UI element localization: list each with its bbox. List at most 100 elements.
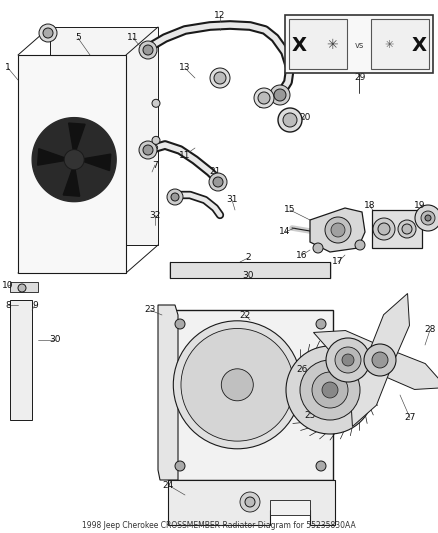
Text: 7: 7 [152, 160, 158, 169]
Bar [170, 262, 330, 278]
Circle shape [167, 189, 183, 205]
Circle shape [364, 344, 396, 376]
Text: 25: 25 [304, 410, 316, 419]
Circle shape [325, 217, 351, 243]
Text: 6: 6 [152, 143, 158, 152]
Circle shape [286, 346, 374, 434]
Text: 31: 31 [226, 196, 238, 205]
Text: 13: 13 [179, 63, 191, 72]
Circle shape [181, 328, 293, 441]
Circle shape [355, 240, 365, 250]
Text: 12: 12 [214, 11, 226, 20]
Text: 8: 8 [5, 301, 11, 310]
Bar [285, 15, 433, 73]
Bar [18, 55, 126, 273]
Text: 17: 17 [332, 257, 344, 266]
Text: 30: 30 [242, 271, 254, 279]
Text: 19: 19 [414, 200, 426, 209]
Circle shape [210, 68, 230, 88]
Circle shape [326, 338, 370, 382]
Circle shape [39, 24, 57, 42]
Circle shape [313, 243, 323, 253]
Polygon shape [50, 27, 158, 245]
Text: 26: 26 [297, 366, 307, 375]
Circle shape [421, 211, 435, 225]
Circle shape [278, 108, 302, 132]
Circle shape [258, 92, 270, 104]
Text: 27: 27 [404, 414, 416, 423]
Polygon shape [84, 154, 111, 171]
Circle shape [143, 145, 153, 155]
Text: 11: 11 [127, 34, 139, 43]
Polygon shape [69, 123, 85, 150]
Polygon shape [168, 480, 335, 525]
Text: 28: 28 [424, 326, 436, 335]
Text: 18: 18 [364, 200, 376, 209]
Polygon shape [310, 208, 365, 252]
Text: X: X [411, 36, 427, 55]
Text: 11: 11 [179, 150, 191, 159]
Text: 32: 32 [149, 211, 161, 220]
Text: X: X [292, 36, 307, 55]
Circle shape [274, 89, 286, 101]
Text: 2: 2 [245, 254, 251, 262]
Circle shape [322, 382, 338, 398]
Circle shape [139, 141, 157, 159]
Circle shape [18, 284, 26, 292]
Circle shape [175, 319, 185, 329]
Polygon shape [381, 350, 438, 390]
Bar [168, 310, 333, 480]
Circle shape [270, 85, 290, 105]
Bar [372, 210, 422, 248]
Circle shape [43, 28, 53, 38]
Circle shape [402, 224, 412, 234]
Text: 1: 1 [5, 63, 11, 72]
Circle shape [245, 497, 255, 507]
Circle shape [64, 150, 84, 169]
Circle shape [173, 321, 301, 449]
Circle shape [240, 492, 260, 512]
Bar [371, 19, 429, 69]
Text: 30: 30 [49, 335, 61, 344]
Circle shape [209, 173, 227, 191]
Polygon shape [32, 118, 116, 201]
Polygon shape [38, 149, 64, 165]
Bar [270, 500, 310, 515]
Text: vs: vs [354, 41, 364, 50]
Text: 22: 22 [240, 311, 251, 319]
Text: ✳: ✳ [327, 38, 338, 52]
Circle shape [143, 45, 153, 55]
Text: 13: 13 [172, 196, 184, 205]
Circle shape [415, 205, 438, 231]
Circle shape [300, 360, 360, 420]
Circle shape [175, 461, 185, 471]
Text: 14: 14 [279, 228, 291, 237]
Polygon shape [350, 361, 390, 426]
Circle shape [342, 354, 354, 366]
Polygon shape [158, 305, 178, 480]
Text: 29: 29 [354, 74, 366, 83]
Text: 23: 23 [144, 305, 155, 314]
Text: 1998 Jeep Cherokee CROSSMEMBER-Radiator Diagram for 55235830AA: 1998 Jeep Cherokee CROSSMEMBER-Radiator … [82, 521, 356, 529]
Circle shape [152, 136, 160, 144]
Circle shape [221, 369, 253, 401]
Text: 9: 9 [32, 301, 38, 310]
Bar [10, 282, 38, 292]
Circle shape [139, 41, 157, 59]
Circle shape [283, 113, 297, 127]
Text: 15: 15 [284, 206, 296, 214]
Circle shape [425, 215, 431, 221]
Polygon shape [370, 294, 410, 359]
Circle shape [378, 223, 390, 235]
Text: 24: 24 [162, 481, 173, 489]
Circle shape [254, 88, 274, 108]
Text: 16: 16 [296, 251, 308, 260]
Text: 13: 13 [258, 101, 270, 109]
Circle shape [335, 347, 361, 373]
Circle shape [171, 193, 179, 201]
Circle shape [152, 99, 160, 107]
Circle shape [373, 218, 395, 240]
Circle shape [316, 319, 326, 329]
Circle shape [312, 372, 348, 408]
Circle shape [398, 220, 416, 238]
